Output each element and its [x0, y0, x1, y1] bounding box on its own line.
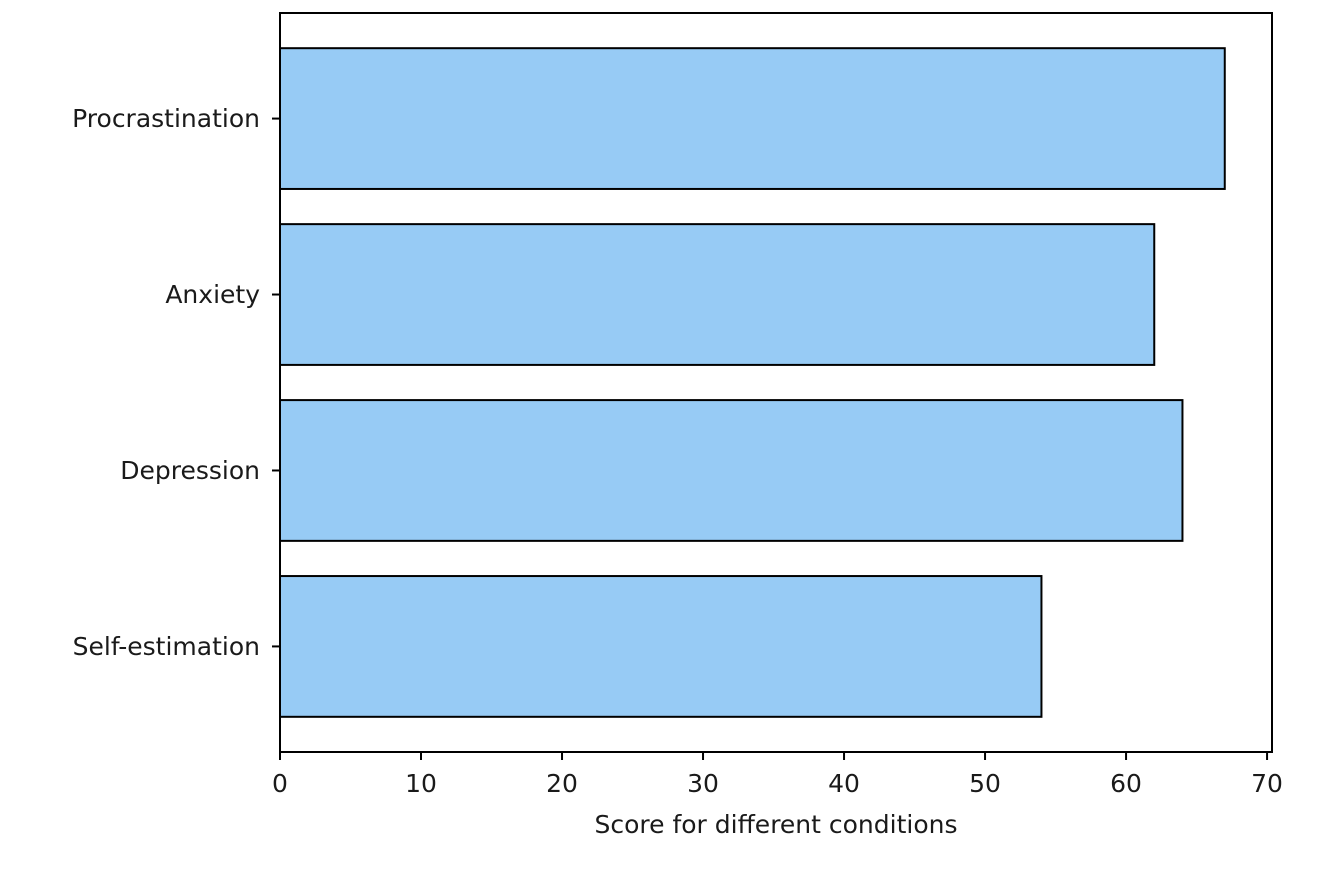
y-tick-label-depression: Depression: [120, 456, 260, 485]
x-tick-label-20: 20: [546, 769, 578, 798]
y-tick-label-procrastination: Procrastination: [72, 104, 260, 133]
bar-anxiety: [279, 223, 1156, 366]
bar-self-estimation: [279, 575, 1043, 718]
x-tick-label-30: 30: [687, 769, 719, 798]
x-tick-label-70: 70: [1251, 769, 1283, 798]
y-tick-label-self-estimation: Self-estimation: [73, 632, 260, 661]
plot-frame: [279, 12, 1273, 753]
x-axis-label: Score for different conditions: [594, 810, 957, 839]
bar-procrastination: [279, 47, 1226, 190]
bars-group: [279, 47, 1226, 718]
x-tick-label-60: 60: [1110, 769, 1142, 798]
x-tick-label-10: 10: [405, 769, 437, 798]
y-tick-label-anxiety: Anxiety: [165, 280, 260, 309]
x-axis-ticks: 0 10 20 30 40 50 60 70: [272, 752, 1283, 798]
x-tick-label-0: 0: [272, 769, 288, 798]
y-axis-ticks: Procrastination Anxiety Depression Self-est…: [72, 104, 280, 661]
bar-depression: [279, 399, 1184, 542]
x-tick-label-50: 50: [969, 769, 1001, 798]
x-tick-label-40: 40: [828, 769, 860, 798]
